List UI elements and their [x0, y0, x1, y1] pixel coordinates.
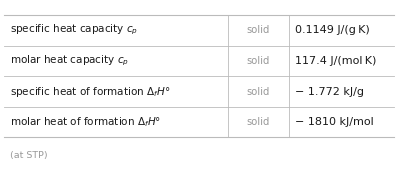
Text: molar heat capacity $c_p$: molar heat capacity $c_p$	[10, 54, 129, 68]
Text: solid: solid	[247, 87, 270, 96]
Text: specific heat of formation $\Delta_f H°$: specific heat of formation $\Delta_f H°$	[10, 84, 170, 99]
Text: − 1810 kJ/mol: − 1810 kJ/mol	[295, 117, 373, 127]
Text: − 1.772 kJ/g: − 1.772 kJ/g	[295, 87, 363, 96]
Text: solid: solid	[247, 117, 270, 127]
Text: solid: solid	[247, 25, 270, 35]
Text: specific heat capacity $c_p$: specific heat capacity $c_p$	[10, 23, 138, 38]
Text: molar heat of formation $\Delta_f H°$: molar heat of formation $\Delta_f H°$	[10, 115, 161, 129]
Text: (at STP): (at STP)	[10, 151, 47, 160]
Text: solid: solid	[247, 56, 270, 66]
Text: 117.4 J/(mol K): 117.4 J/(mol K)	[295, 56, 376, 66]
Text: 0.1149 J/(g K): 0.1149 J/(g K)	[295, 25, 369, 35]
